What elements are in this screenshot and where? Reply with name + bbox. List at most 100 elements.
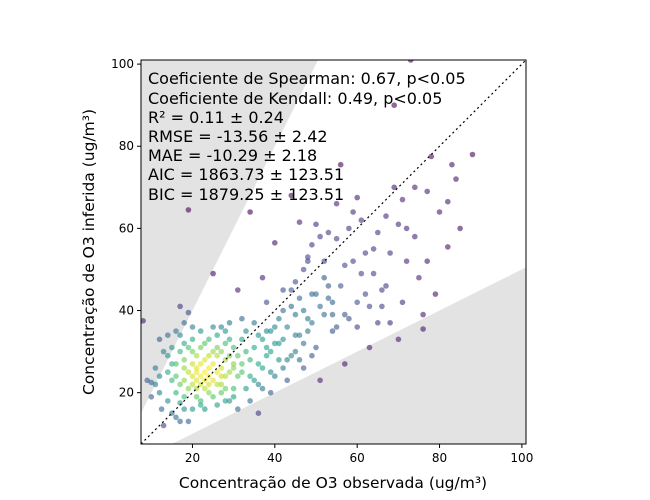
statistics-annotation: Coeficiente de Spearman: 0.67, p<0.05 Co… bbox=[148, 69, 466, 204]
data-point bbox=[403, 258, 410, 265]
data-point bbox=[288, 303, 295, 310]
data-point bbox=[342, 361, 348, 367]
data-point bbox=[206, 365, 212, 371]
data-point bbox=[197, 402, 204, 408]
data-point bbox=[181, 357, 187, 363]
data-point bbox=[214, 352, 220, 359]
data-point bbox=[173, 361, 179, 367]
lower-shaded-region bbox=[141, 267, 526, 444]
data-point bbox=[263, 352, 270, 359]
data-point bbox=[296, 357, 303, 363]
data-point bbox=[206, 381, 212, 388]
data-point bbox=[407, 60, 414, 63]
data-point bbox=[292, 332, 299, 339]
data-point bbox=[202, 357, 208, 363]
data-point bbox=[255, 332, 262, 339]
data-point bbox=[449, 161, 455, 168]
x-tick-label: 40 bbox=[267, 451, 282, 465]
data-point bbox=[276, 357, 282, 363]
data-point bbox=[309, 291, 315, 297]
data-point bbox=[197, 344, 204, 351]
data-point bbox=[202, 340, 208, 347]
data-point bbox=[255, 361, 262, 367]
y-tick-label: 80 bbox=[119, 139, 134, 153]
data-point bbox=[424, 188, 431, 195]
data-point bbox=[189, 406, 196, 412]
data-point bbox=[354, 194, 361, 201]
data-point bbox=[202, 385, 208, 392]
data-point bbox=[375, 229, 381, 236]
data-point bbox=[177, 332, 183, 339]
data-point bbox=[185, 385, 192, 392]
data-point bbox=[251, 344, 257, 351]
data-point bbox=[272, 373, 278, 380]
data-point bbox=[222, 340, 229, 347]
data-point bbox=[296, 219, 303, 225]
data-point bbox=[284, 377, 291, 384]
data-point bbox=[169, 361, 175, 367]
data-point bbox=[165, 352, 171, 359]
annotation-aic: AIC = 1863.73 ± 123.51 bbox=[148, 165, 344, 184]
data-point bbox=[379, 287, 385, 293]
data-point bbox=[272, 324, 278, 330]
data-point bbox=[230, 365, 237, 371]
data-point bbox=[218, 365, 225, 371]
data-point bbox=[284, 324, 291, 330]
data-point bbox=[309, 320, 315, 326]
data-point bbox=[259, 365, 266, 371]
data-point bbox=[300, 307, 307, 314]
data-point bbox=[189, 381, 196, 388]
data-point bbox=[243, 348, 249, 355]
data-point bbox=[350, 258, 356, 265]
data-point bbox=[206, 336, 212, 343]
data-point bbox=[263, 344, 270, 351]
data-point bbox=[247, 398, 253, 404]
data-point bbox=[259, 336, 266, 343]
y-tick-label: 60 bbox=[119, 221, 134, 235]
x-tick-label: 100 bbox=[510, 451, 533, 465]
data-point bbox=[288, 192, 295, 199]
data-point bbox=[366, 303, 373, 310]
data-point bbox=[259, 385, 266, 392]
data-point bbox=[247, 357, 253, 363]
data-point bbox=[189, 324, 196, 330]
data-point bbox=[309, 352, 315, 359]
data-point bbox=[218, 389, 225, 396]
data-point bbox=[387, 320, 393, 326]
data-point bbox=[383, 213, 389, 219]
data-point bbox=[222, 328, 229, 334]
data-point bbox=[296, 332, 303, 339]
data-point bbox=[445, 244, 451, 250]
data-point bbox=[156, 336, 163, 343]
data-point bbox=[218, 381, 225, 388]
data-point bbox=[325, 229, 332, 236]
data-point bbox=[181, 320, 187, 326]
data-point bbox=[280, 287, 286, 293]
data-point bbox=[263, 299, 270, 306]
data-point bbox=[391, 184, 398, 191]
data-point bbox=[313, 291, 319, 297]
data-point bbox=[235, 373, 241, 380]
data-point bbox=[305, 258, 311, 265]
data-point bbox=[210, 324, 216, 330]
data-point bbox=[185, 369, 192, 375]
data-point bbox=[177, 348, 183, 355]
data-point bbox=[284, 357, 291, 363]
data-point bbox=[197, 361, 204, 367]
data-point bbox=[305, 254, 311, 260]
data-point bbox=[288, 352, 295, 359]
data-point bbox=[152, 381, 159, 388]
data-point bbox=[214, 332, 220, 339]
data-point bbox=[177, 381, 183, 388]
data-point bbox=[325, 295, 332, 302]
data-point bbox=[181, 365, 187, 371]
data-point bbox=[292, 279, 299, 285]
annotation-bic: BIC = 1879.25 ± 123.51 bbox=[148, 185, 344, 204]
data-point bbox=[296, 295, 303, 302]
data-point bbox=[453, 176, 459, 182]
x-axis-label: Concentração de O3 observada (ug/m³) bbox=[179, 474, 487, 492]
data-point bbox=[197, 373, 204, 380]
data-point bbox=[222, 373, 229, 380]
data-point bbox=[416, 274, 422, 281]
